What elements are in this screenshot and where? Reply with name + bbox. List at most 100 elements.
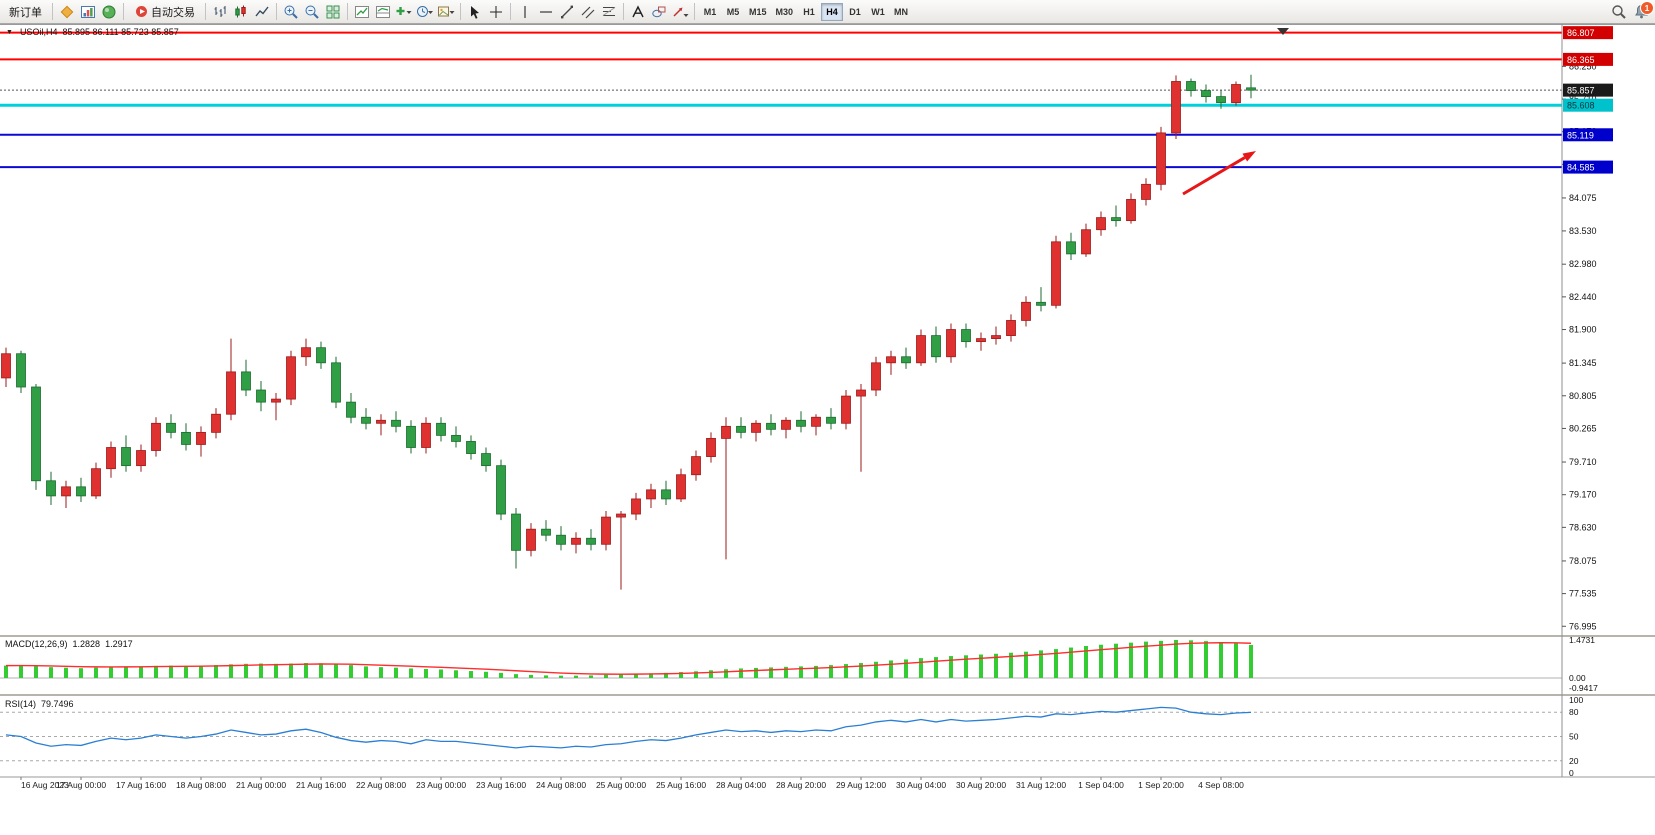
- auto-trading-icon: [134, 5, 148, 19]
- chart-window[interactable]: 86.25085.71085.17084.63084.07583.53082.9…: [0, 24, 1655, 835]
- channel-icon[interactable]: [578, 2, 598, 22]
- rsi-pane[interactable]: [0, 706, 1562, 762]
- svg-text:85.608: 85.608: [1567, 101, 1595, 111]
- svg-text:85.857: 85.857: [1567, 86, 1595, 96]
- rsi-pane-header: RSI(14) 79.7496: [5, 699, 74, 709]
- search-icon[interactable]: [1609, 2, 1629, 22]
- svg-text:29 Aug 12:00: 29 Aug 12:00: [836, 780, 886, 790]
- indicators-icon[interactable]: [352, 2, 372, 22]
- svg-text:17 Aug 16:00: 17 Aug 16:00: [116, 780, 166, 790]
- trendline-icon[interactable]: [557, 2, 577, 22]
- toolbar-separator: [460, 3, 461, 20]
- price-tag-84.585: [1563, 160, 1613, 174]
- svg-text:22 Aug 08:00: 22 Aug 08:00: [356, 780, 406, 790]
- notification-badge[interactable]: 1: [1640, 0, 1654, 15]
- chart-background: [0, 24, 1655, 835]
- timeframe-button-m30[interactable]: M30: [772, 3, 798, 21]
- svg-text:17 Aug 00:00: 17 Aug 00:00: [56, 780, 106, 790]
- templates-icon[interactable]: [436, 2, 456, 22]
- svg-text:31 Aug 12:00: 31 Aug 12:00: [1016, 780, 1066, 790]
- annotation-arrow[interactable]: [1182, 151, 1256, 196]
- price-tag-85.857: [1563, 83, 1613, 97]
- candlestick-chart-type-icon[interactable]: [231, 2, 251, 22]
- auto-trading-label: 自动交易: [151, 6, 195, 19]
- vertical-line-icon[interactable]: [515, 2, 535, 22]
- indicator-windows-icon[interactable]: [373, 2, 393, 22]
- svg-text:85.119: 85.119: [1567, 130, 1594, 140]
- zoom-out-icon[interactable]: [302, 2, 322, 22]
- tile-windows-icon[interactable]: [323, 2, 343, 22]
- zoom-in-icon[interactable]: [281, 2, 301, 22]
- svg-text:-0.9417: -0.9417: [1569, 683, 1598, 693]
- pane-splitter[interactable]: [0, 635, 1655, 637]
- price-axis[interactable]: 86.25085.71085.17084.63084.07583.53082.9…: [1561, 24, 1613, 778]
- svg-text:84.585: 84.585: [1567, 163, 1595, 173]
- price-chart-canvas[interactable]: 86.25085.71085.17084.63084.07583.53082.9…: [0, 24, 1655, 835]
- svg-text:86.250: 86.250: [1569, 61, 1597, 71]
- timeframe-button-h1[interactable]: H1: [798, 3, 820, 21]
- svg-text:86.365: 86.365: [1567, 55, 1595, 65]
- notifications-button[interactable]: 1: [1630, 0, 1654, 22]
- svg-text:1 Sep 04:00: 1 Sep 04:00: [1078, 780, 1124, 790]
- toolbar-separator: [276, 3, 277, 20]
- market-watch-icon[interactable]: [57, 2, 77, 22]
- horizontal-line-icon[interactable]: [536, 2, 556, 22]
- timeframe-button-m5[interactable]: M5: [722, 3, 744, 21]
- svg-text:30 Aug 04:00: 30 Aug 04:00: [896, 780, 946, 790]
- pane-splitter[interactable]: [0, 694, 1655, 696]
- price-levels-layer[interactable]: [0, 31, 1562, 169]
- toolbar-separator: [623, 3, 624, 20]
- new-chart-icon[interactable]: [78, 2, 98, 22]
- toolbar-separator: [694, 3, 695, 20]
- cursor-icon[interactable]: [465, 2, 485, 22]
- svg-text:86.807: 86.807: [1567, 28, 1595, 38]
- arrows-tool-icon[interactable]: [670, 2, 690, 22]
- svg-text:76.995: 76.995: [1569, 621, 1597, 631]
- toolbar-separator: [123, 3, 124, 20]
- periods-icon[interactable]: [415, 2, 435, 22]
- timeframe-button-h4[interactable]: H4: [821, 2, 844, 21]
- svg-text:77.535: 77.535: [1569, 589, 1597, 599]
- price-tag-85.119: [1563, 128, 1613, 142]
- new-order-button[interactable]: 新订单: [3, 2, 48, 22]
- svg-text:100: 100: [1569, 695, 1583, 705]
- svg-text:50: 50: [1569, 732, 1579, 742]
- rsi-indicator-label: RSI(14): [5, 699, 37, 709]
- timeframe-button-m15[interactable]: M15: [745, 3, 771, 21]
- svg-text:30 Aug 20:00: 30 Aug 20:00: [956, 780, 1006, 790]
- timeframe-button-w1[interactable]: W1: [867, 3, 889, 21]
- chart-shift-marker-icon[interactable]: [1277, 28, 1289, 35]
- line-chart-type-icon[interactable]: [252, 2, 272, 22]
- text-tool-icon[interactable]: [628, 2, 648, 22]
- candles-layer[interactable]: [1, 74, 1256, 590]
- svg-text:84.075: 84.075: [1569, 193, 1597, 203]
- svg-text:21 Aug 00:00: 21 Aug 00:00: [236, 780, 286, 790]
- svg-text:81.345: 81.345: [1569, 358, 1597, 368]
- svg-text:78.630: 78.630: [1569, 522, 1597, 532]
- collapse-triangle-icon[interactable]: ▼: [6, 29, 13, 36]
- svg-text:79.710: 79.710: [1569, 457, 1597, 467]
- auto-trading-button[interactable]: 自动交易: [128, 2, 201, 22]
- svg-text:20: 20: [1569, 756, 1579, 766]
- timeframe-button-m1[interactable]: M1: [699, 3, 721, 21]
- fibonacci-icon[interactable]: [599, 2, 619, 22]
- svg-text:16 Aug 2023: 16 Aug 2023: [21, 780, 69, 790]
- bar-chart-type-icon[interactable]: [210, 2, 230, 22]
- toolbar-separator: [347, 3, 348, 20]
- svg-text:4 Sep 08:00: 4 Sep 08:00: [1198, 780, 1244, 790]
- timeframe-button-d1[interactable]: D1: [844, 3, 866, 21]
- svg-text:0: 0: [1569, 768, 1574, 778]
- svg-text:79.170: 79.170: [1569, 490, 1597, 500]
- timeframe-button-mn[interactable]: MN: [890, 3, 912, 21]
- svg-text:21 Aug 16:00: 21 Aug 16:00: [296, 780, 346, 790]
- macd-pane-header: MACD(12,26,9) 1.2828 1.2917: [5, 639, 133, 649]
- macd-pane[interactable]: [0, 640, 1562, 679]
- svg-text:80.805: 80.805: [1569, 391, 1597, 401]
- shapes-icon[interactable]: [649, 2, 669, 22]
- toolbar-separator: [205, 3, 206, 20]
- add-indicator-icon[interactable]: [394, 2, 414, 22]
- profiles-icon[interactable]: [99, 2, 119, 22]
- rsi-value: 79.7496: [41, 699, 74, 709]
- crosshair-icon[interactable]: [486, 2, 506, 22]
